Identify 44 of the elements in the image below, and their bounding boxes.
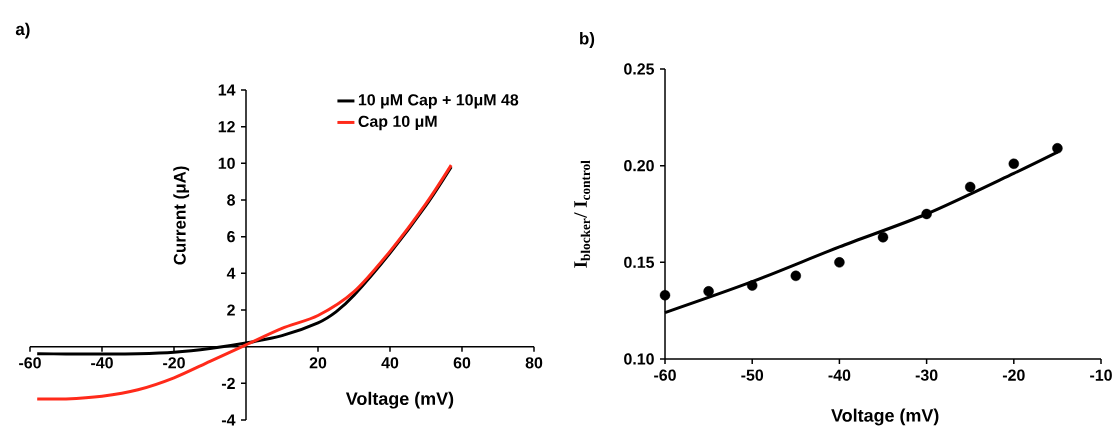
point bbox=[1008, 158, 1020, 169]
point bbox=[747, 280, 758, 291]
x-tick-label: -10 bbox=[1090, 369, 1112, 381]
point bbox=[790, 270, 802, 282]
point bbox=[1052, 143, 1063, 154]
chart-title: a) bbox=[15, 22, 30, 39]
y-tick-label: -4 bbox=[221, 414, 236, 426]
y-axis-title: Current (μA) bbox=[173, 166, 190, 265]
x-tick-label: -40 bbox=[828, 369, 851, 381]
point bbox=[659, 290, 671, 301]
x-axis-title: Voltage (mV) bbox=[345, 391, 454, 409]
point bbox=[703, 286, 714, 297]
x-tick-label: -50 bbox=[741, 369, 764, 381]
y-tick-label: 2 bbox=[227, 304, 235, 316]
y-tick-label: 0.10 bbox=[624, 353, 654, 365]
x-tick-label: -60 bbox=[19, 357, 41, 369]
x-tick-label: 20 bbox=[309, 357, 327, 369]
chart-title: b) bbox=[580, 32, 595, 48]
y-tick-label: 8 bbox=[227, 194, 235, 206]
y-tick-label: 14 bbox=[218, 84, 236, 96]
y-tick-label: -2 bbox=[221, 377, 235, 389]
point bbox=[834, 257, 845, 268]
y-tick-label: 0.20 bbox=[624, 160, 654, 172]
x-tick-label: -60 bbox=[654, 369, 676, 381]
point bbox=[921, 208, 932, 220]
x-tick-label: -30 bbox=[915, 369, 938, 381]
x-tick-label: -20 bbox=[1002, 369, 1025, 381]
y-tick-label: 0.25 bbox=[624, 63, 655, 75]
y-tick-label: 12 bbox=[218, 121, 235, 133]
y-tick-label: 4 bbox=[226, 267, 236, 279]
x-tick-label: 80 bbox=[525, 357, 543, 369]
x-axis-title: Voltage (mV) bbox=[831, 408, 939, 426]
point bbox=[965, 181, 976, 193]
y-tick-label: 6 bbox=[227, 231, 235, 243]
x-tick-label: -20 bbox=[163, 357, 185, 369]
x-tick-label: 40 bbox=[381, 357, 399, 369]
legend-label: Cap 10 μM bbox=[358, 115, 437, 131]
x-tick-label: -40 bbox=[91, 357, 113, 369]
y-axis-title: I$_{blocker}$/ I$_{control}$ bbox=[574, 160, 591, 268]
y-tick-label: 0.15 bbox=[624, 256, 655, 268]
legend-label: 10 μM Cap + 10μM 48 bbox=[358, 94, 519, 109]
y-tick-label: 10 bbox=[218, 157, 235, 169]
point bbox=[877, 232, 889, 243]
x-tick-label: 60 bbox=[453, 357, 471, 369]
